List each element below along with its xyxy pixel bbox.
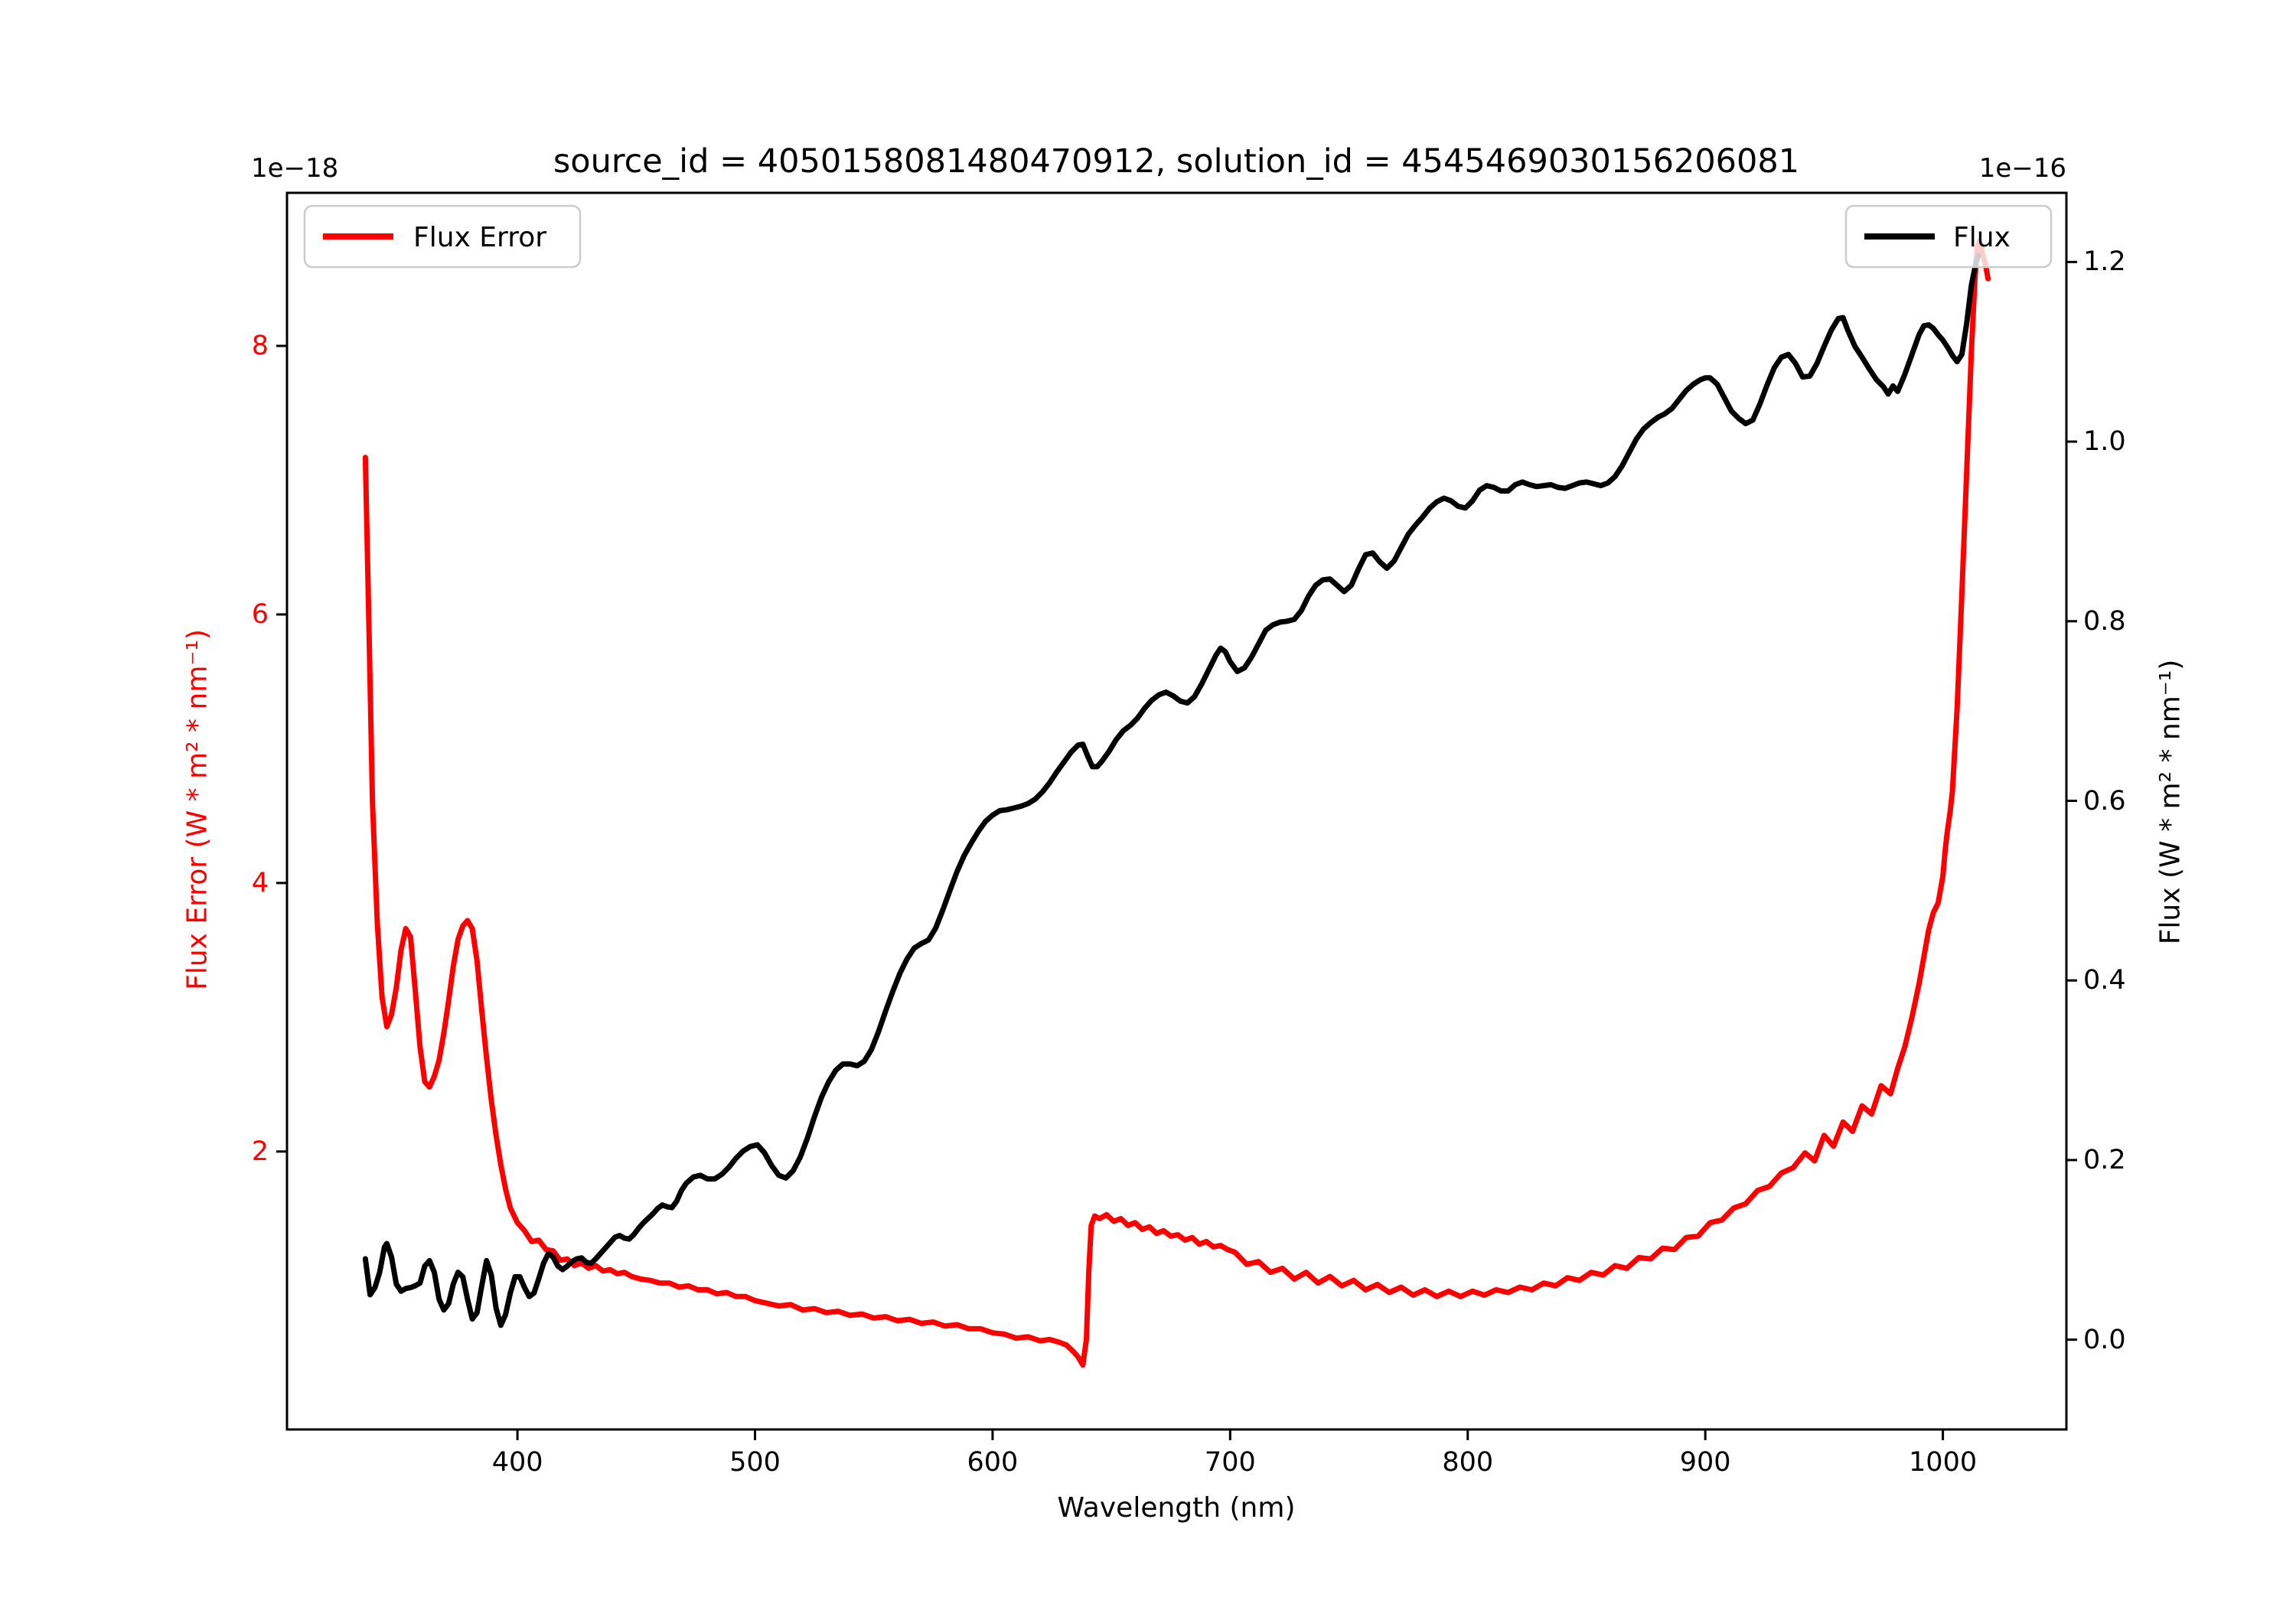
y-left-tick-label: 6: [251, 598, 269, 630]
legend-box-flux: [1844, 204, 2053, 269]
legend-box-flux-error: [303, 204, 582, 269]
x-tick-label: 700: [1204, 1447, 1256, 1478]
series-line-flux-error: [362, 238, 1991, 1368]
x-tick-label: 400: [491, 1447, 543, 1478]
left-y-axis-label: Flux Error (W * m² * nm⁻¹): [181, 629, 214, 990]
legend-label-flux-error: Flux Error: [413, 222, 547, 253]
x-tick-label: 600: [967, 1447, 1019, 1478]
y-left-tick-label: 4: [251, 867, 269, 898]
y-right-tick-label: 0.8: [2083, 605, 2126, 637]
y-right-tick-label: 0.0: [2083, 1324, 2126, 1355]
x-tick-label: 900: [1679, 1447, 1731, 1478]
y-left-tick-label: 8: [251, 331, 269, 362]
plot-title: source_id = 4050158081480470912, solutio…: [553, 142, 1800, 181]
y-right-tick-label: 1.0: [2083, 426, 2126, 458]
y-right-tick-label: 0.4: [2083, 965, 2126, 996]
left-axis-offset-text: 1e−18: [251, 153, 339, 184]
legend-label-flux: Flux: [1953, 222, 2011, 253]
right-y-axis-label: Flux (W * m² * nm⁻¹): [2154, 659, 2187, 945]
x-tick-label: 800: [1442, 1447, 1494, 1478]
x-tick-label: 1000: [1909, 1447, 1978, 1478]
x-tick-label: 500: [729, 1447, 781, 1478]
y-left-tick-label: 2: [251, 1136, 269, 1167]
x-axis-label: Wavelength (nm): [1057, 1492, 1296, 1524]
y-right-tick-label: 0.2: [2083, 1144, 2126, 1175]
y-right-tick-label: 0.6: [2083, 785, 2126, 817]
series-line-flux: [362, 253, 1981, 1328]
y-right-tick-label: 1.2: [2083, 246, 2126, 278]
axes-frame: [285, 191, 2068, 1431]
right-axis-offset-text: 1e−16: [1978, 153, 2066, 184]
